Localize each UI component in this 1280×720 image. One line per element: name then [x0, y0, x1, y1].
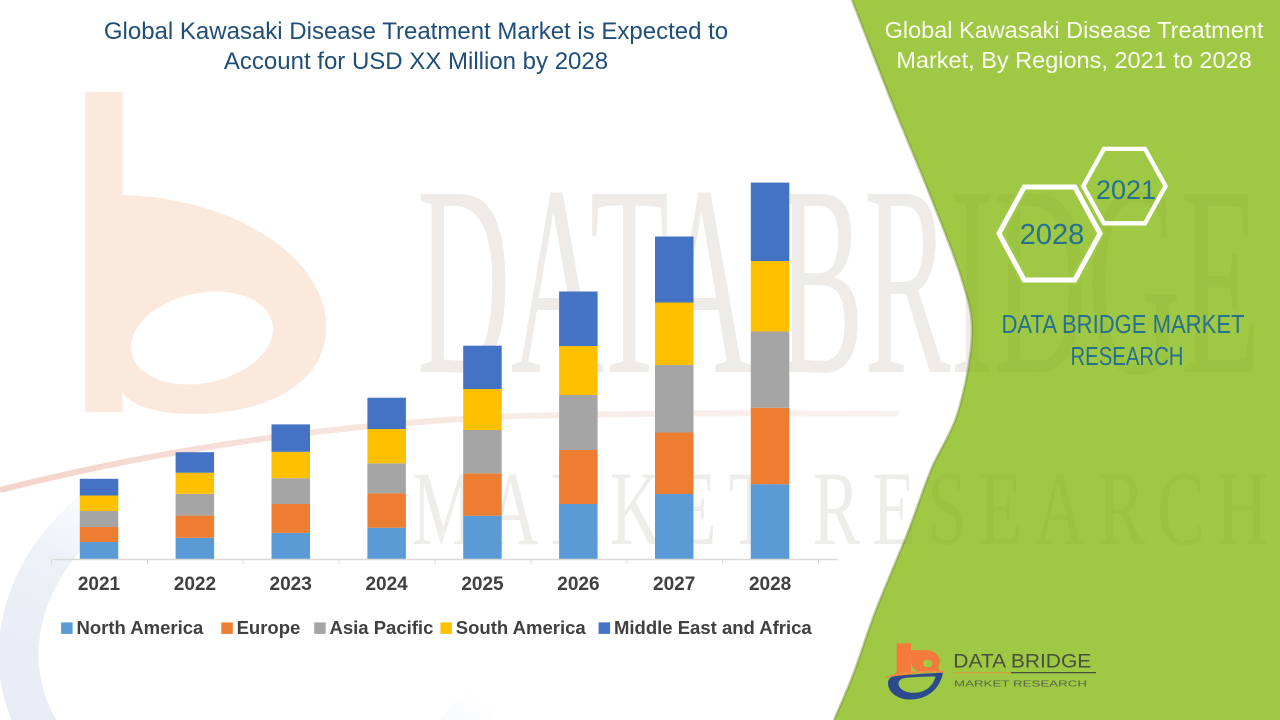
svg-text:North America: North America	[77, 617, 205, 638]
svg-text:2021: 2021	[1096, 175, 1156, 205]
svg-text:Global Kawasaki Disease Treatm: Global Kawasaki Disease Treatment Market…	[104, 18, 728, 45]
svg-text:Middle East and Africa: Middle East and Africa	[614, 617, 812, 638]
svg-text:2022: 2022	[174, 574, 216, 595]
svg-text:2023: 2023	[270, 574, 312, 595]
svg-text:2026: 2026	[557, 574, 599, 595]
svg-text:South America: South America	[456, 617, 587, 638]
svg-text:Asia Pacific: Asia Pacific	[330, 617, 434, 638]
svg-text:2027: 2027	[653, 574, 695, 595]
svg-text:2025: 2025	[461, 574, 504, 595]
svg-text:DATA BRIDGE: DATA BRIDGE	[953, 652, 1091, 673]
svg-text:Europe: Europe	[237, 617, 301, 638]
svg-text:Global Kawasaki Disease Treatm: Global Kawasaki Disease Treatment	[885, 17, 1264, 43]
svg-text:DATA BRIDGE MARKET: DATA BRIDGE MARKET	[1002, 309, 1245, 339]
svg-text:MARKET RESEARCH: MARKET RESEARCH	[954, 680, 1087, 689]
svg-text:2028: 2028	[1020, 219, 1085, 251]
svg-text:Account for USD XX Million by: Account for USD XX Million by 2028	[224, 48, 608, 75]
svg-text:Market, By Regions, 2021 to 20: Market, By Regions, 2021 to 2028	[896, 47, 1251, 73]
svg-text:2024: 2024	[365, 574, 408, 595]
svg-text:RESEARCH: RESEARCH	[1071, 341, 1184, 371]
svg-text:2028: 2028	[749, 574, 791, 595]
svg-text:2021: 2021	[78, 574, 121, 595]
